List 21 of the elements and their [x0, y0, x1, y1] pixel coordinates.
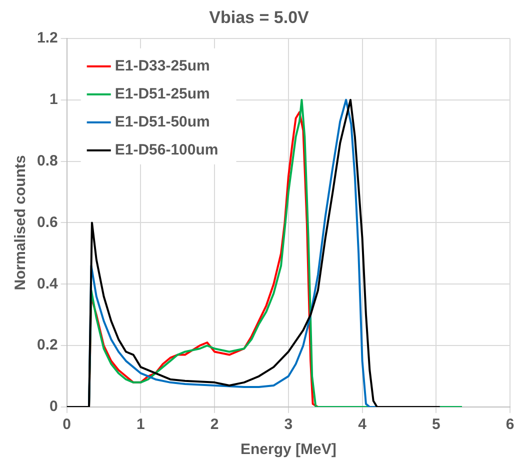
- chart-title: Vbias = 5.0V: [209, 8, 310, 27]
- x-tick-label: 6: [506, 416, 514, 434]
- x-tick-label: 5: [432, 416, 440, 434]
- x-axis-title: Energy [MeV]: [240, 441, 336, 458]
- x-tick-label: 3: [284, 416, 293, 434]
- legend-label: E1-D51-50um: [114, 114, 210, 131]
- x-tick-label: 1: [136, 416, 145, 434]
- y-tick-label: 1.2: [36, 30, 58, 47]
- legend-label: E1-D56-100um: [114, 142, 218, 159]
- y-tick-label: 0.2: [36, 336, 58, 354]
- legend-label: E1-D51-25um: [114, 86, 210, 103]
- y-tick-label: 0.4: [36, 275, 58, 292]
- y-axis-title: Normalised counts: [12, 155, 30, 290]
- y-tick-label: 0.8: [36, 152, 58, 170]
- x-tick-label: 2: [210, 416, 219, 434]
- y-tick-label: 0.6: [36, 214, 58, 231]
- x-tick-label: 0: [62, 416, 72, 434]
- y-tick-label: 1: [50, 90, 58, 108]
- y-tick-label: 0: [50, 398, 58, 416]
- legend-label: E1-D33-25um: [114, 58, 210, 75]
- x-tick-label: 4: [358, 416, 368, 434]
